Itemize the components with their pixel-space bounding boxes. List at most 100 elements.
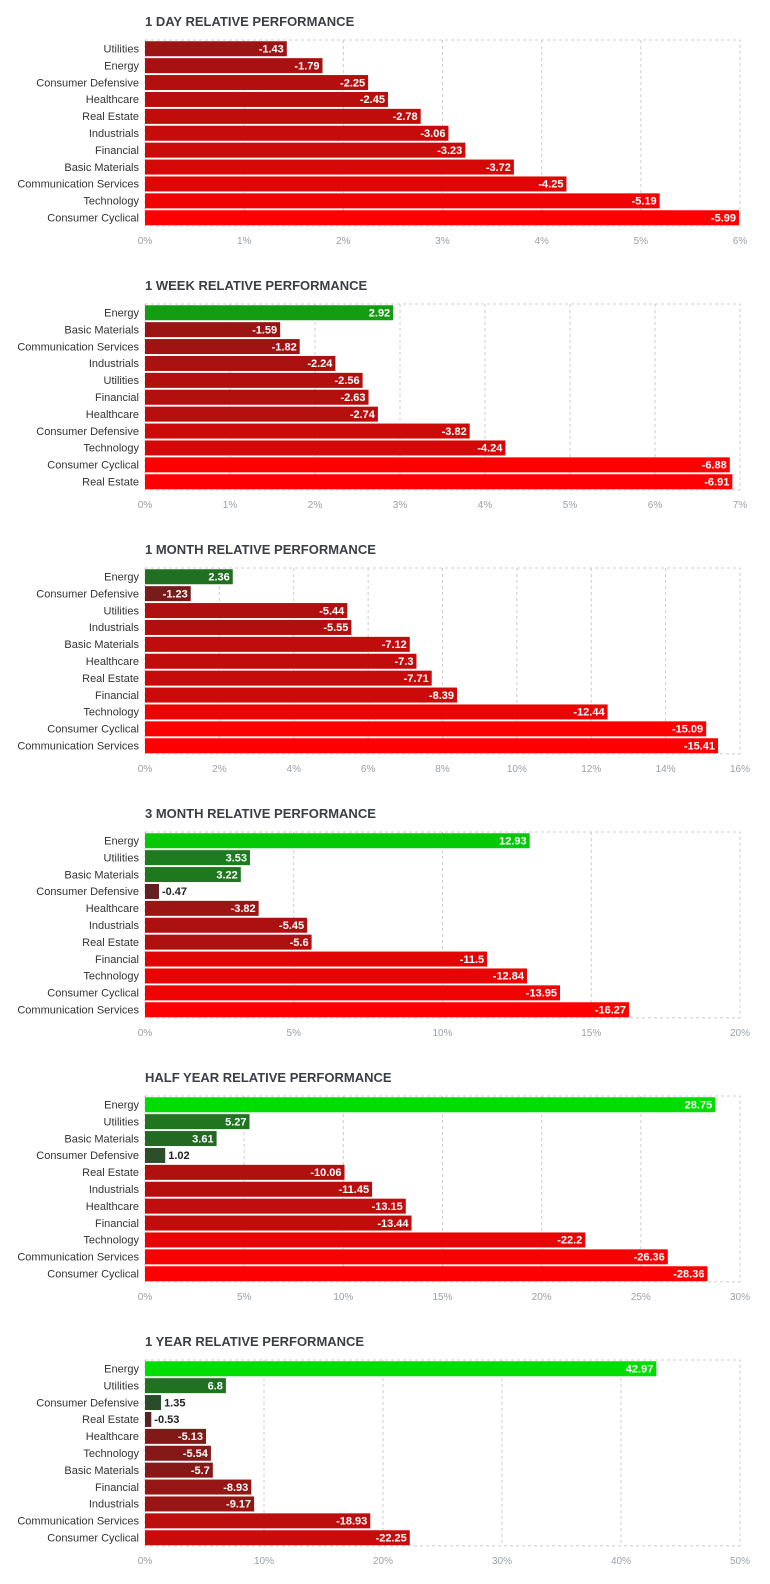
bar-industrials	[145, 355, 336, 371]
category-label-energy: Energy	[104, 835, 139, 847]
x-tick-label: 3%	[393, 500, 408, 511]
category-label-consumer-defensive: Consumer Defensive	[36, 1397, 139, 1409]
bar-real-estate	[145, 670, 432, 686]
category-label-financial: Financial	[95, 690, 139, 702]
category-label-basic-materials: Basic Materials	[64, 869, 139, 881]
category-label-real-estate: Real Estate	[82, 476, 139, 488]
value-label-consumer-defensive: -1.23	[163, 588, 188, 600]
value-label-energy: 2.36	[208, 571, 229, 583]
category-label-basic-materials: Basic Materials	[64, 162, 139, 174]
category-label-technology: Technology	[83, 971, 139, 983]
category-label-industrials: Industrials	[89, 622, 140, 634]
x-tick-label: 0%	[138, 1292, 153, 1303]
bar-consumer-defensive	[145, 423, 470, 439]
chart-title: 1 DAY RELATIVE PERFORMANCE	[145, 14, 355, 29]
bar-utilities	[145, 850, 251, 866]
value-label-consumer-cyclical: -5.99	[711, 212, 736, 224]
value-label-basic-materials: -5.7	[191, 1465, 210, 1477]
bar-utilities	[145, 1378, 226, 1394]
chart-svg: HALF YEAR RELATIVE PERFORMANCE 0% 5% 10% 15%…	[17, 1070, 750, 1303]
value-label-healthcare: -5.13	[178, 1431, 203, 1443]
x-tick-label: 30%	[730, 1292, 750, 1303]
value-label-real-estate: -0.53	[154, 1414, 179, 1426]
category-label-real-estate: Real Estate	[82, 673, 139, 685]
value-label-financial: -8.93	[223, 1482, 248, 1494]
chart-1-year: 1 YEAR RELATIVE PERFORMANCE 0% 10% 20% 30% 40…	[0, 1320, 770, 1584]
x-tick-label: 15%	[581, 1028, 601, 1039]
category-label-industrials: Industrials	[89, 358, 140, 370]
value-label-real-estate: -6.91	[704, 476, 729, 488]
value-label-consumer-cyclical: -13.95	[526, 988, 557, 1000]
value-label-technology: -5.19	[632, 196, 657, 208]
bar-real-estate	[145, 1164, 345, 1180]
bar-financial	[145, 142, 466, 158]
value-label-real-estate: -10.06	[310, 1167, 341, 1179]
x-tick-label: 2%	[308, 500, 323, 511]
bar-financial	[145, 1215, 412, 1231]
category-label-consumer-defensive: Consumer Defensive	[36, 426, 139, 438]
value-label-energy: 28.75	[685, 1099, 713, 1111]
chart-title: 1 YEAR RELATIVE PERFORMANCE	[145, 1334, 364, 1349]
category-label-technology: Technology	[83, 443, 139, 455]
bar-energy	[145, 833, 530, 849]
bar-energy	[145, 1097, 716, 1113]
bar-real-estate	[145, 934, 312, 950]
bar-energy	[145, 1361, 657, 1377]
x-tick-label: 10%	[333, 1292, 353, 1303]
x-tick-label: 4%	[478, 500, 493, 511]
bar-energy	[145, 305, 394, 321]
bar-consumer-cyclical	[145, 1530, 410, 1546]
value-label-communication-services: -4.25	[538, 179, 563, 191]
x-tick-label: 2%	[212, 764, 227, 775]
bar-industrials	[145, 917, 308, 933]
category-label-consumer-defensive: Consumer Defensive	[36, 77, 139, 89]
value-label-technology: -12.84	[493, 971, 525, 983]
chart-svg: 3 MONTH RELATIVE PERFORMANCE 0% 5% 10% 15% 20…	[17, 806, 750, 1039]
bar-communication-services	[145, 1513, 371, 1529]
value-label-consumer-defensive: -3.82	[442, 426, 467, 438]
bar-healthcare	[145, 406, 378, 422]
x-tick-label: 6%	[648, 500, 663, 511]
chart-3-month: 3 MONTH RELATIVE PERFORMANCE 0% 5% 10% 15% 20…	[0, 792, 770, 1056]
bar-energy	[145, 569, 233, 585]
category-label-utilities: Utilities	[104, 605, 140, 617]
category-label-energy: Energy	[104, 571, 139, 583]
category-label-communication-services: Communication Services	[17, 341, 139, 353]
value-label-healthcare: -7.3	[395, 656, 414, 668]
value-label-basic-materials: -1.59	[252, 324, 277, 336]
value-label-real-estate: -7.71	[404, 673, 429, 685]
value-label-communication-services: -1.82	[272, 341, 297, 353]
bar-utilities	[145, 41, 287, 57]
chart-half-year: HALF YEAR RELATIVE PERFORMANCE 0% 5% 10% 15%…	[0, 1056, 770, 1320]
bar-basic-materials	[145, 322, 281, 338]
chart-svg: 1 WEEK RELATIVE PERFORMANCE 0% 1% 2% 3% 4% 5% 6…	[17, 278, 747, 511]
value-label-industrials: -11.45	[338, 1184, 369, 1196]
value-label-basic-materials: -7.12	[382, 639, 407, 651]
category-label-consumer-cyclical: Consumer Cyclical	[47, 724, 139, 736]
value-label-healthcare: -13.15	[372, 1201, 403, 1213]
value-label-industrials: -5.45	[279, 920, 304, 932]
value-label-utilities: -1.43	[259, 43, 284, 55]
x-tick-label: 0%	[138, 236, 153, 247]
value-label-real-estate: -5.6	[290, 937, 309, 949]
category-label-technology: Technology	[83, 196, 139, 208]
category-label-consumer-cyclical: Consumer Cyclical	[47, 1532, 139, 1544]
bar-financial	[145, 389, 369, 405]
category-label-communication-services: Communication Services	[17, 1516, 139, 1528]
bar-basic-materials	[145, 636, 410, 652]
bar-communication-services	[145, 339, 300, 355]
x-tick-label: 8%	[435, 764, 450, 775]
x-tick-label: 15%	[432, 1292, 452, 1303]
value-label-consumer-cyclical: -6.88	[702, 460, 727, 472]
category-label-industrials: Industrials	[89, 920, 140, 932]
x-tick-label: 50%	[730, 1556, 750, 1567]
value-label-basic-materials: 3.22	[216, 869, 237, 881]
value-label-utilities: 3.53	[226, 852, 247, 864]
value-label-communication-services: -18.93	[336, 1516, 367, 1528]
bar-real-estate	[145, 1411, 152, 1427]
category-label-financial: Financial	[95, 392, 139, 404]
bar-healthcare	[145, 1428, 207, 1444]
category-label-real-estate: Real Estate	[82, 111, 139, 123]
value-label-communication-services: -26.36	[634, 1252, 665, 1264]
bar-utilities	[145, 1114, 250, 1130]
